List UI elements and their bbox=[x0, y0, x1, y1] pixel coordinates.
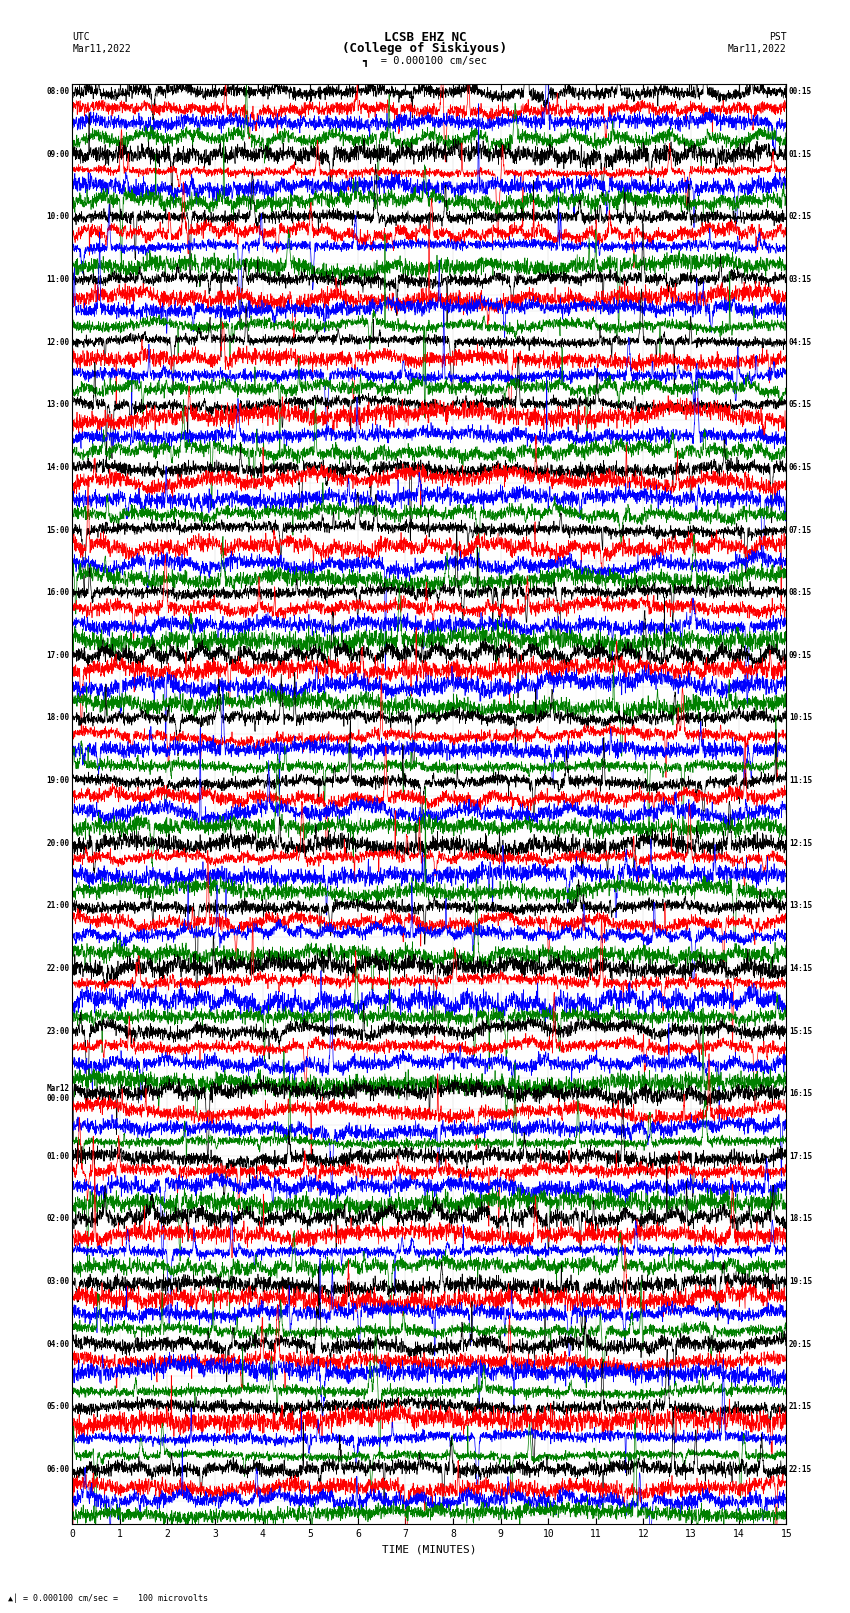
Text: 04:15: 04:15 bbox=[789, 337, 812, 347]
Text: 08:00: 08:00 bbox=[47, 87, 70, 97]
Text: 06:00: 06:00 bbox=[47, 1465, 70, 1474]
Text: 02:00: 02:00 bbox=[47, 1215, 70, 1224]
Text: ▲│ = 0.000100 cm/sec =    100 microvolts: ▲│ = 0.000100 cm/sec = 100 microvolts bbox=[8, 1594, 208, 1603]
Text: 01:00: 01:00 bbox=[47, 1152, 70, 1161]
Text: Mar12
00:00: Mar12 00:00 bbox=[47, 1084, 70, 1103]
Text: 22:15: 22:15 bbox=[789, 1465, 812, 1474]
Text: Mar11,2022: Mar11,2022 bbox=[728, 44, 786, 53]
Text: 10:00: 10:00 bbox=[47, 213, 70, 221]
Text: 06:15: 06:15 bbox=[789, 463, 812, 473]
Text: 15:00: 15:00 bbox=[47, 526, 70, 534]
Text: 10:15: 10:15 bbox=[789, 713, 812, 723]
Text: 16:15: 16:15 bbox=[789, 1089, 812, 1098]
Text: 07:15: 07:15 bbox=[789, 526, 812, 534]
Text: 09:15: 09:15 bbox=[789, 650, 812, 660]
Text: 22:00: 22:00 bbox=[47, 965, 70, 973]
Text: LCSB EHZ NC: LCSB EHZ NC bbox=[383, 31, 467, 44]
Text: 11:15: 11:15 bbox=[789, 776, 812, 786]
Text: (College of Siskiyous): (College of Siskiyous) bbox=[343, 42, 507, 55]
Text: 03:15: 03:15 bbox=[789, 276, 812, 284]
Text: 13:15: 13:15 bbox=[789, 902, 812, 910]
Text: 16:00: 16:00 bbox=[47, 589, 70, 597]
Text: 18:15: 18:15 bbox=[789, 1215, 812, 1224]
Text: 21:15: 21:15 bbox=[789, 1402, 812, 1411]
Text: PST: PST bbox=[768, 32, 786, 42]
Text: 08:15: 08:15 bbox=[789, 589, 812, 597]
Text: 12:00: 12:00 bbox=[47, 337, 70, 347]
Text: 21:00: 21:00 bbox=[47, 902, 70, 910]
Text: 01:15: 01:15 bbox=[789, 150, 812, 158]
Text: 09:00: 09:00 bbox=[47, 150, 70, 158]
Text: 17:15: 17:15 bbox=[789, 1152, 812, 1161]
Text: 20:15: 20:15 bbox=[789, 1340, 812, 1348]
Text: 03:00: 03:00 bbox=[47, 1277, 70, 1286]
Text: 05:00: 05:00 bbox=[47, 1402, 70, 1411]
Text: 12:15: 12:15 bbox=[789, 839, 812, 848]
Text: 11:00: 11:00 bbox=[47, 276, 70, 284]
Text: ┓  = 0.000100 cm/sec: ┓ = 0.000100 cm/sec bbox=[362, 55, 488, 66]
Text: 19:00: 19:00 bbox=[47, 776, 70, 786]
Text: 02:15: 02:15 bbox=[789, 213, 812, 221]
Text: 17:00: 17:00 bbox=[47, 650, 70, 660]
Text: 05:15: 05:15 bbox=[789, 400, 812, 410]
Text: 23:00: 23:00 bbox=[47, 1026, 70, 1036]
Text: 04:00: 04:00 bbox=[47, 1340, 70, 1348]
Text: 20:00: 20:00 bbox=[47, 839, 70, 848]
Text: 00:15: 00:15 bbox=[789, 87, 812, 97]
Text: 14:00: 14:00 bbox=[47, 463, 70, 473]
Text: Mar11,2022: Mar11,2022 bbox=[72, 44, 131, 53]
Text: 14:15: 14:15 bbox=[789, 965, 812, 973]
Text: UTC: UTC bbox=[72, 32, 90, 42]
Text: 19:15: 19:15 bbox=[789, 1277, 812, 1286]
X-axis label: TIME (MINUTES): TIME (MINUTES) bbox=[382, 1545, 477, 1555]
Text: 15:15: 15:15 bbox=[789, 1026, 812, 1036]
Text: 13:00: 13:00 bbox=[47, 400, 70, 410]
Text: 18:00: 18:00 bbox=[47, 713, 70, 723]
